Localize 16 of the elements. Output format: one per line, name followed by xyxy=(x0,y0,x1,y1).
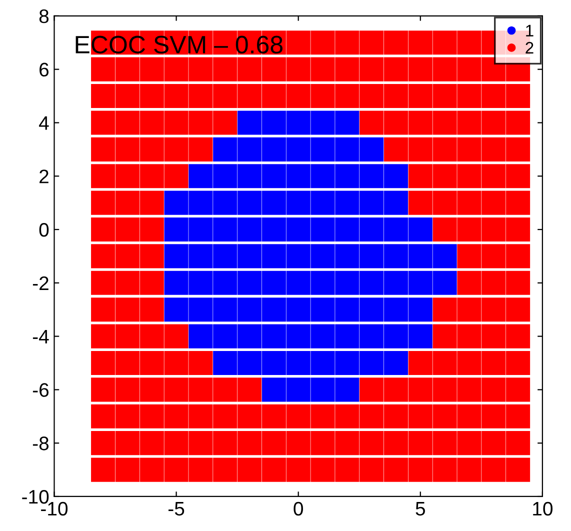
y-tick-label: -2 xyxy=(32,276,48,290)
y-tick-label: -8 xyxy=(32,436,49,450)
legend-label: 2 xyxy=(526,42,534,54)
y-tick-label: 0 xyxy=(39,222,49,237)
x-tick-label: -5 xyxy=(168,502,184,516)
y-tick-label: -4 xyxy=(32,330,49,344)
y-tick-label: -10 xyxy=(22,490,49,504)
x-tick-label: 5 xyxy=(416,502,425,516)
y-tick-label: 8 xyxy=(39,9,49,24)
y-tick-label: 6 xyxy=(40,62,49,77)
x-tick-label: 0 xyxy=(294,502,303,516)
x-tick-label: 10 xyxy=(533,502,553,516)
y-tick-label: -6 xyxy=(32,383,49,397)
y-tick-label: 4 xyxy=(39,116,49,130)
legend-label: 1 xyxy=(526,24,534,36)
y-tick-label: 2 xyxy=(40,170,48,184)
